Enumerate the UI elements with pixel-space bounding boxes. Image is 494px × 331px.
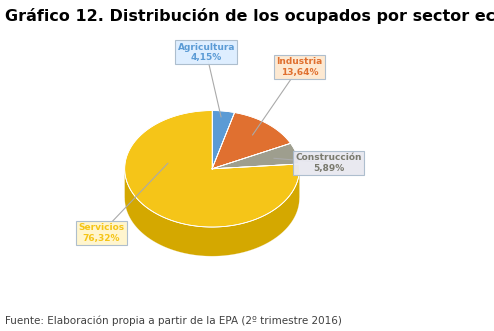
Polygon shape	[212, 111, 235, 169]
Polygon shape	[212, 143, 299, 169]
Text: Servicios
76,32%: Servicios 76,32%	[78, 223, 124, 243]
Text: Gráfico 12. Distribución de los ocupados por sector económico: Gráfico 12. Distribución de los ocupados…	[5, 8, 494, 24]
Text: Fuente: Elaboración propia a partir de la EPA (2º trimestre 2016): Fuente: Elaboración propia a partir de l…	[5, 315, 342, 326]
Polygon shape	[124, 169, 299, 256]
Text: Industria
13,64%: Industria 13,64%	[276, 57, 323, 76]
Polygon shape	[124, 111, 299, 227]
Text: Construcción
5,89%: Construcción 5,89%	[295, 153, 362, 173]
Text: Agricultura
4,15%: Agricultura 4,15%	[177, 43, 235, 62]
Polygon shape	[212, 113, 290, 169]
